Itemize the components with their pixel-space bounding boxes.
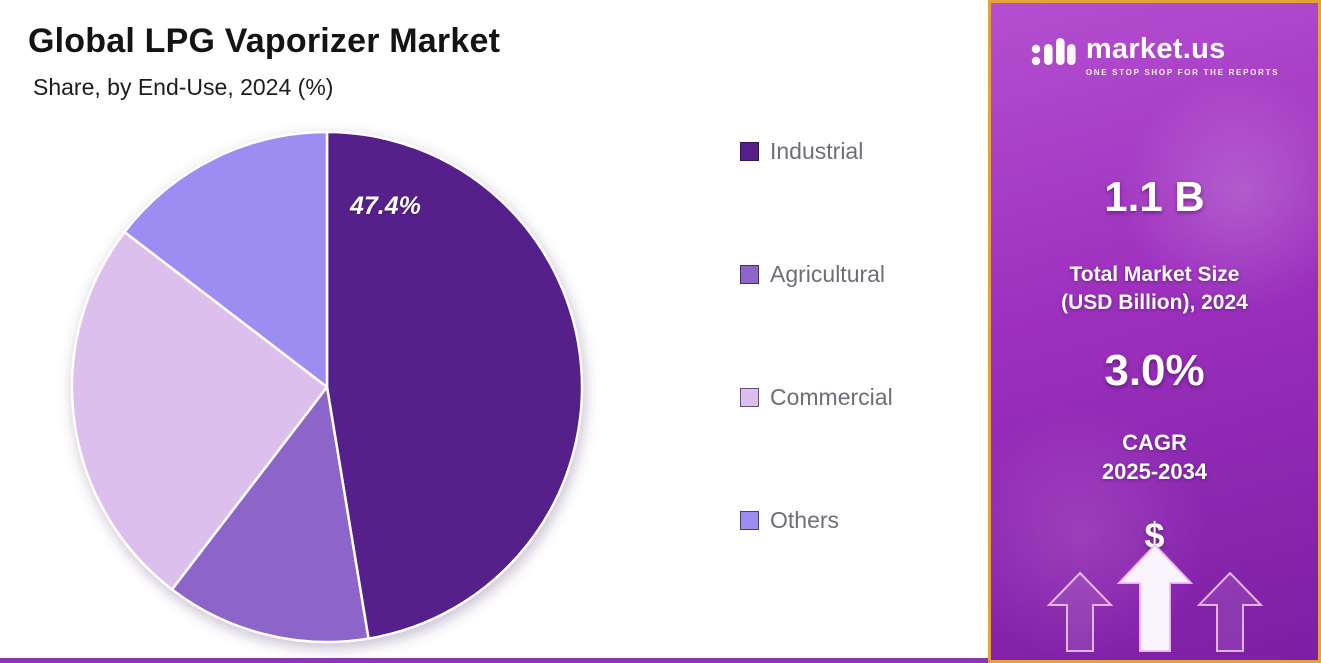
promo-sidebar: market.us ONE STOP SHOP FOR THE REPORTS …	[988, 0, 1321, 663]
growth-arrows	[1005, 541, 1305, 658]
market-size-label-line1: Total Market Size	[1069, 263, 1240, 286]
market-us-logo-icon	[1030, 36, 1076, 75]
brand-name: market.us	[1085, 33, 1226, 65]
brand-text-block: market.us ONE STOP SHOP FOR THE REPORTS	[1086, 33, 1279, 77]
legend-label-industrial: Industrial	[770, 138, 864, 164]
page-title: Global LPG Vaporizer Market	[28, 22, 501, 60]
chart-legend: Industrial Agricultural Commercial Other…	[740, 138, 893, 534]
up-arrow-icon	[1196, 571, 1263, 652]
legend-item-industrial: Industrial	[740, 138, 893, 165]
market-size-label: Total Market Size (USD Billion), 2024	[1061, 261, 1248, 316]
legend-label-commercial: Commercial	[770, 384, 893, 410]
pie-slice-agricultural	[170, 385, 370, 644]
brand-tagline: ONE STOP SHOP FOR THE REPORTS	[1085, 68, 1280, 77]
legend-swatch-agricultural	[740, 265, 759, 284]
pie-slice-others	[123, 130, 329, 389]
legend-item-agricultural: Agricultural	[740, 261, 893, 288]
legend-label-others: Others	[770, 507, 840, 533]
cagr-value: 3.0%	[1104, 346, 1205, 396]
pie-chart-svg	[70, 130, 584, 644]
chart-panel: Global LPG Vaporizer Market Share, by En…	[0, 22, 988, 663]
cagr-label: CAGR 2025-2034	[1102, 428, 1207, 486]
legend-item-others: Others	[740, 507, 893, 534]
pie-slice-commercial	[70, 230, 329, 591]
up-arrow-icon	[1046, 571, 1113, 652]
brand-logo: market.us ONE STOP SHOP FOR THE REPORTS	[1030, 33, 1279, 77]
up-arrow-icon	[1116, 543, 1193, 652]
legend-swatch-others	[740, 511, 759, 530]
cagr-label-line2: 2025-2034	[1101, 459, 1208, 485]
pie-chart	[65, 125, 589, 649]
pie-data-label-industrial: 47.4%	[350, 192, 421, 220]
market-size-label-line2: (USD Billion), 2024	[1061, 290, 1248, 314]
market-size-value: 1.1 B	[1104, 173, 1205, 220]
legend-swatch-commercial	[740, 388, 759, 407]
legend-label-agricultural: Agricultural	[770, 261, 886, 287]
cagr-label-line1: CAGR	[1122, 430, 1187, 456]
legend-swatch-industrial	[740, 142, 759, 161]
dollar-symbol: $	[1144, 514, 1165, 556]
page-subtitle: Share, by End-Use, 2024 (%)	[33, 74, 334, 100]
pie-slice-industrial	[325, 130, 584, 640]
legend-item-commercial: Commercial	[740, 384, 893, 411]
